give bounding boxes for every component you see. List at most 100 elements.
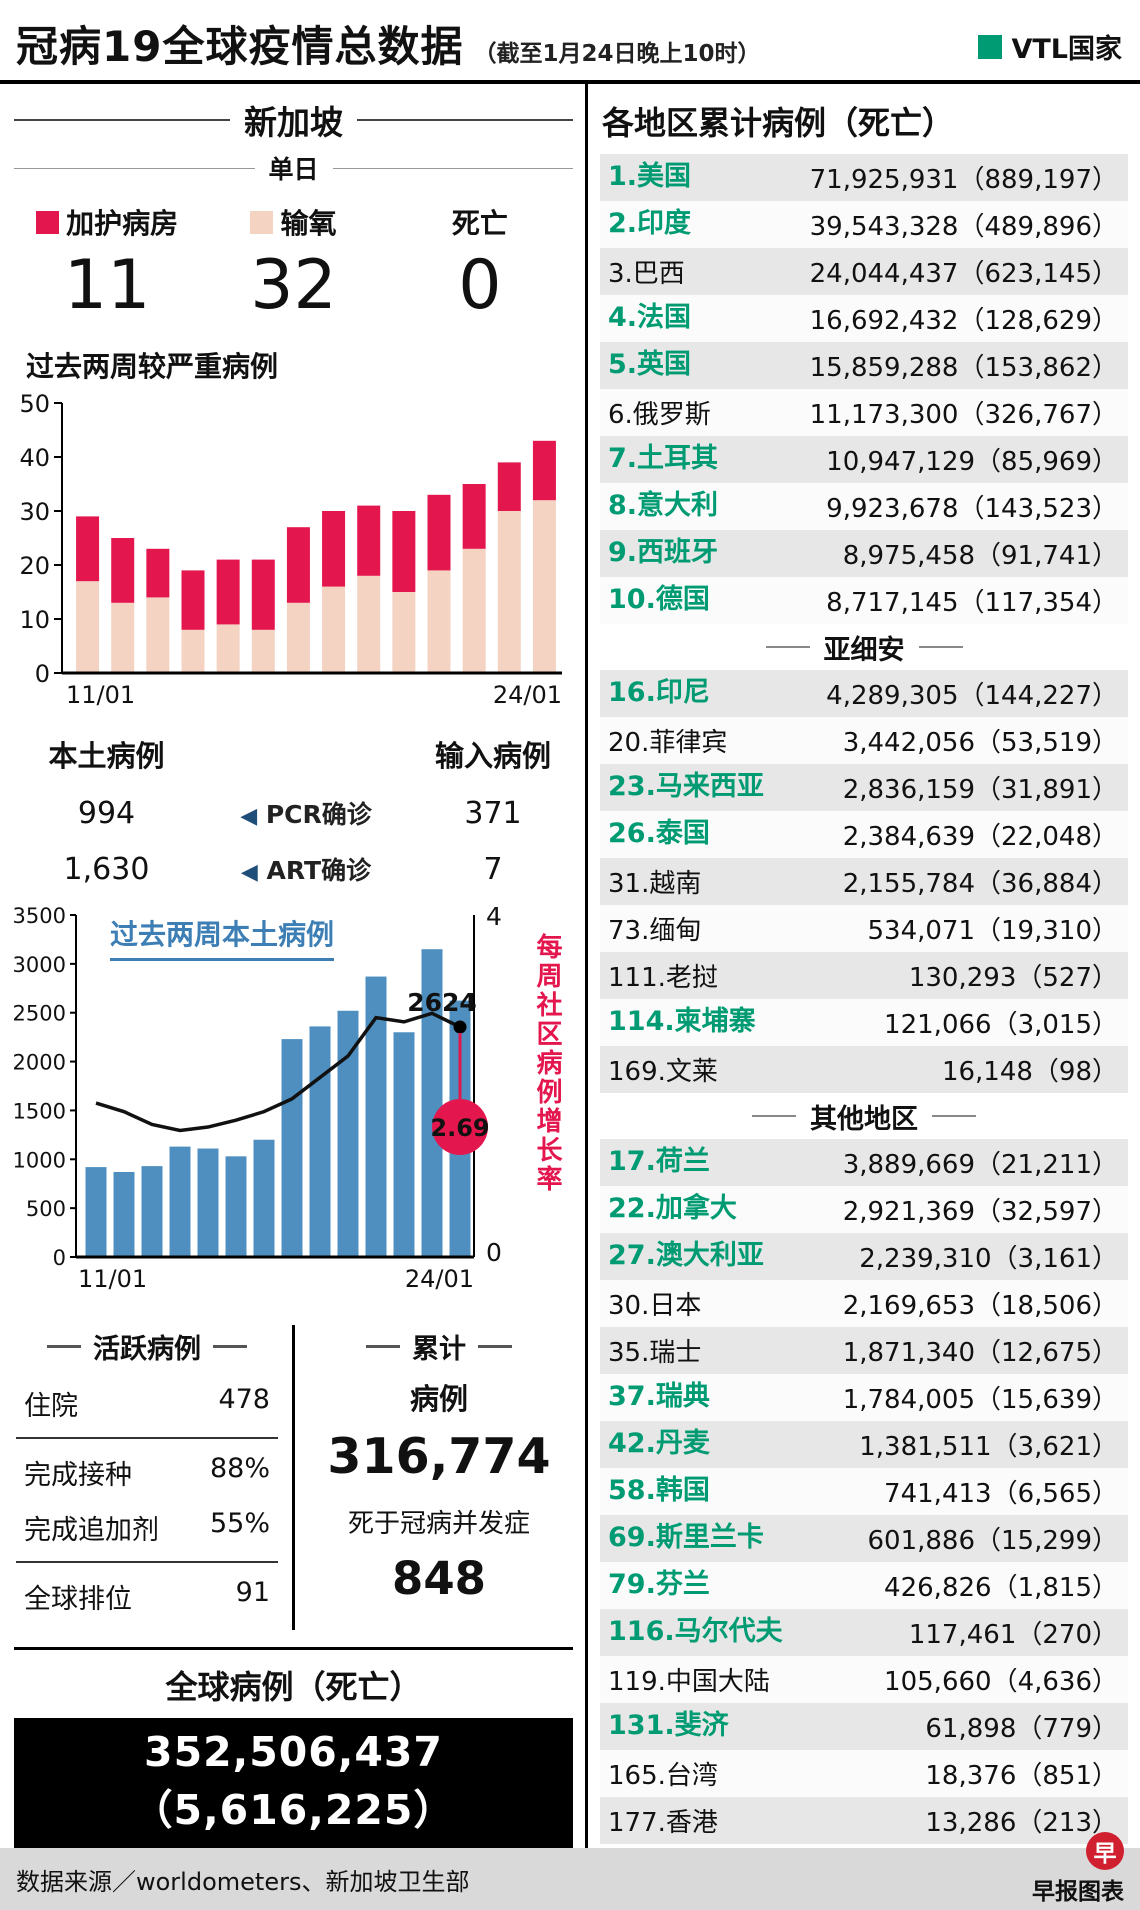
svg-text:3500: 3500 xyxy=(14,904,66,928)
region-row: 16.印尼 4,289,305（144,227） xyxy=(600,670,1128,717)
regions-panel: 各地区累计病例（死亡） 1.美国 71,925,931（889,197） 2.印度 3… xyxy=(585,84,1140,1848)
region-name: 79.芬兰 xyxy=(608,1569,710,1600)
cumulative-title-label: 累计 xyxy=(412,1334,466,1366)
vtl-color-swatch xyxy=(978,34,1003,59)
bottom-stats: 活跃病例 住院 478 完成接种 88% 完成追加剂 55% 全球排位 91 累计 病例 31… xyxy=(14,1325,573,1631)
svg-text:2500: 2500 xyxy=(14,1002,66,1026)
region-row: 35.瑞士 1,871,340（12,675） xyxy=(600,1327,1128,1374)
header: 冠病19全球疫情总数据 （截至1月24日晚上10时） VTL国家 xyxy=(0,0,1140,84)
art-label: ART确诊 xyxy=(266,856,372,886)
region-section-header: 亚细安 xyxy=(600,624,1128,670)
region-value: 2,384,639（22,048） xyxy=(842,822,1118,852)
logo-glyph: 早 xyxy=(1093,1841,1117,1867)
region-value: 3,442,056（53,519） xyxy=(842,728,1118,758)
region-row: 131.斐济 61,898（779） xyxy=(600,1703,1128,1750)
active-cases-title: 活跃病例 xyxy=(16,1327,278,1366)
region-name: 26.泰国 xyxy=(608,818,710,849)
svg-text:1500: 1500 xyxy=(14,1100,66,1124)
region-row: 169.文莱 16,148（98） xyxy=(600,1046,1128,1093)
region-value: 1,381,511（3,621） xyxy=(859,1432,1118,1462)
global-cases-title: 全球病例（死亡） xyxy=(14,1647,573,1718)
region-name: 9.西班牙 xyxy=(608,537,719,568)
region-name: 16.印尼 xyxy=(608,677,710,708)
region-value: 16,692,432（128,629） xyxy=(809,306,1118,336)
region-name: 5.英国 xyxy=(608,349,692,380)
daily-stat: 输氧 32 xyxy=(200,202,386,321)
region-row: 7.土耳其 10,947,129（85,969） xyxy=(600,436,1128,483)
region-name: 17.荷兰 xyxy=(608,1146,710,1177)
main-columns: 新加坡 单日 加护病房 11 输氧 32 死亡 0 过去两周较严重病例 0 10 20 30 40… xyxy=(0,84,1140,1848)
data-source: 数据来源／worldometers、新加坡卫生部 xyxy=(16,1867,470,1896)
region-row: 5.英国 15,859,288（153,862） xyxy=(600,342,1128,389)
region-value: 2,155,784（36,884） xyxy=(842,869,1118,899)
daily-stat-value: 11 xyxy=(63,246,151,325)
cumulative-cases-label: 病例 xyxy=(409,1382,468,1417)
region-row: 69.斯里兰卡 601,886（15,299） xyxy=(600,1515,1128,1562)
local-cases-chart-block: 过去两周本土病例 0 500 1000 1500 2000 2500 3000 3500 4 0 2… xyxy=(13,899,573,1315)
region-name: 177.香港 xyxy=(608,1808,718,1838)
region-value: 117,461（270） xyxy=(908,1620,1118,1650)
region-name: 22.加拿大 xyxy=(608,1193,737,1224)
region-value: 3,889,669（21,211） xyxy=(842,1150,1118,1180)
legend-swatch xyxy=(36,210,60,234)
region-value: 2,921,369（32,597） xyxy=(842,1197,1118,1227)
pcr-row-label: ◀ PCR确诊 xyxy=(199,795,413,831)
stat-value: 478 xyxy=(218,1384,270,1416)
region-name: 111.老挝 xyxy=(608,963,718,993)
svg-text:20: 20 xyxy=(19,552,50,580)
stat-row: 住院 478 xyxy=(16,1376,278,1431)
svg-text:10: 10 xyxy=(19,606,50,634)
region-value: 24,044,437（623,145） xyxy=(809,259,1118,289)
region-value: 130,293（527） xyxy=(908,963,1118,993)
daily-stat-label-row: 死亡 xyxy=(387,202,573,242)
svg-text:30: 30 xyxy=(19,498,50,526)
daily-stat: 死亡 0 xyxy=(387,202,573,321)
region-name: 35.瑞士 xyxy=(608,1338,702,1368)
svg-text:11/01: 11/01 xyxy=(78,1265,147,1293)
region-name: 58.韩国 xyxy=(608,1475,710,1506)
region-row: 20.菲律宾 3,442,056（53,519） xyxy=(600,717,1128,764)
region-row: 6.俄罗斯 11,173,300（326,767） xyxy=(600,389,1128,436)
region-name: 131.斐济 xyxy=(608,1710,729,1741)
region-value: 16,148（98） xyxy=(941,1057,1118,1087)
region-row: 26.泰国 2,384,639（22,048） xyxy=(600,811,1128,858)
singapore-panel: 新加坡 单日 加护病房 11 输氧 32 死亡 0 过去两周较严重病例 0 10 20 30 40… xyxy=(0,84,585,1848)
local-art-value: 1,630 xyxy=(63,851,150,887)
region-value: 18,376（851） xyxy=(925,1761,1118,1791)
cumulative-box: 累计 病例 316,774 死于冠病并发症 848 xyxy=(292,1325,573,1631)
stat-row: 完成接种 88% xyxy=(16,1445,278,1500)
severe-cases-chart-title: 过去两周较严重病例 xyxy=(26,350,279,384)
region-name: 42.丹麦 xyxy=(608,1428,710,1459)
left-arrow-icon: ◀ xyxy=(240,860,258,886)
region-name: 8.意大利 xyxy=(608,490,719,521)
stat-group: 全球排位 91 xyxy=(16,1563,278,1630)
local-cases-chart-wrap: 过去两周本土病例 0 500 1000 1500 2000 2500 3000 3500 4 0 2… xyxy=(13,899,534,1315)
singapore-title-label: 新加坡 xyxy=(244,103,343,142)
region-row: 9.西班牙 8,975,458（91,741） xyxy=(600,530,1128,577)
imported-pcr-value: 371 xyxy=(464,795,522,831)
local-cases-chart-title: 过去两周本土病例 xyxy=(110,913,335,962)
daily-stat-label-row: 加护病房 xyxy=(14,202,200,242)
region-name: 169.文莱 xyxy=(608,1057,718,1087)
region-name: 165.台湾 xyxy=(608,1761,718,1791)
local-cases-chart: 0 500 1000 1500 2000 2500 3000 3500 4 0 2624 2.69 11… xyxy=(13,902,502,1293)
svg-text:0: 0 xyxy=(53,1246,66,1270)
left-arrow-icon: ◀ xyxy=(240,804,258,830)
region-row: 1.美国 71,925,931（889,197） xyxy=(600,154,1128,201)
region-value: 2,836,159（31,891） xyxy=(842,775,1118,805)
case-breakdown: 本土病例 输入病例 994 ◀ PCR确诊 371 1,630 ◀ ART确诊 … xyxy=(14,733,573,887)
region-value: 10,947,129（85,969） xyxy=(826,447,1118,477)
cumulative-deaths-label: 死于冠病并发症 xyxy=(347,1509,530,1540)
stat-label: 完成接种 xyxy=(24,1460,132,1492)
daily-stat-value: 0 xyxy=(458,246,502,325)
region-name: 6.俄罗斯 xyxy=(608,400,711,430)
region-name: 114.柬埔寨 xyxy=(608,1006,756,1037)
region-row: 3.巴西 24,044,437（623,145） xyxy=(600,248,1128,295)
region-name: 20.菲律宾 xyxy=(608,728,728,758)
svg-text:24/01: 24/01 xyxy=(405,1265,474,1293)
region-row: 2.印度 39,543,328（489,896） xyxy=(600,201,1128,248)
region-name: 116.马尔代夫 xyxy=(608,1616,783,1647)
stat-label: 全球排位 xyxy=(24,1584,132,1616)
region-value: 2,169,653（18,506） xyxy=(842,1291,1118,1321)
